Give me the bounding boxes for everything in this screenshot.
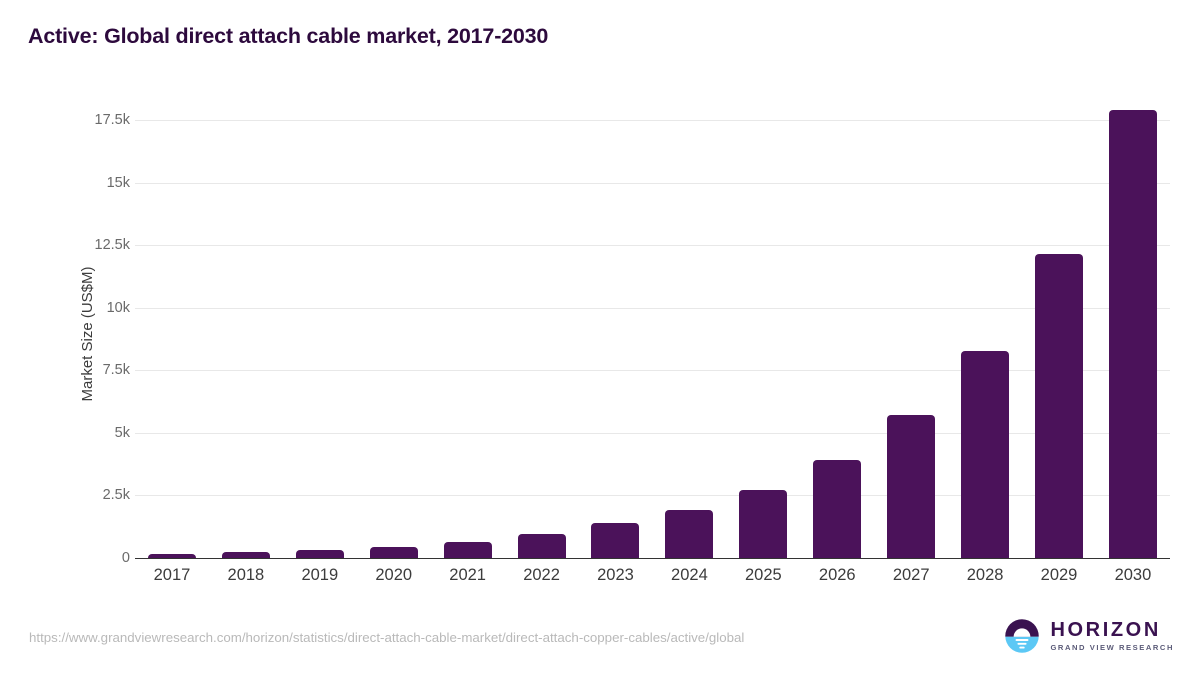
bar[interactable] (369, 546, 418, 558)
y-axis-tick-label: 10k (106, 299, 130, 316)
bar[interactable] (739, 490, 788, 558)
x-axis-tick-label: 2020 (375, 566, 413, 584)
bar-slot (948, 110, 1022, 558)
x-axis-tick-label: 2028 (966, 566, 1004, 584)
y-axis-title: Market Size (US$M) (79, 266, 97, 402)
x-axis-tick-label: 2024 (671, 566, 708, 584)
bar[interactable] (443, 541, 492, 558)
gridline (135, 245, 1170, 247)
bar[interactable] (887, 415, 936, 558)
x-axis-tick-label: 2019 (301, 566, 339, 584)
plot-area (135, 110, 1170, 559)
bar[interactable] (961, 351, 1010, 558)
bar[interactable] (813, 459, 862, 558)
x-axis-tick-label: 2030 (1114, 566, 1152, 584)
bar-slot (431, 110, 505, 558)
bar-slot (800, 110, 874, 558)
x-axis-tick-label: 2017 (153, 566, 191, 584)
x-axis-tick-label: 2018 (227, 566, 265, 584)
x-axis-tick-label: 2022 (523, 566, 560, 584)
bar-slot (209, 110, 283, 558)
page-title: Active: Global direct attach cable marke… (28, 24, 549, 48)
bar[interactable] (1108, 110, 1157, 558)
y-axis-tick-label: 12.5k (94, 237, 130, 254)
bar-slot (1022, 110, 1096, 558)
bar-slot (726, 110, 800, 558)
bar[interactable] (591, 523, 640, 558)
source-url[interactable]: https://www.grandviewresearch.com/horizo… (29, 630, 745, 645)
bar-slot (1096, 110, 1170, 558)
x-axis-tick-label: 2026 (818, 566, 856, 584)
y-axis-title-holder: Market Size (US$M) (22, 110, 96, 558)
gridline (135, 307, 1170, 309)
x-axis-tick-labels: 2017 2018 2019 2020 2021 2022 2023 2024 2025 2026… (135, 566, 1170, 585)
x-axis-tick-label: 2021 (449, 566, 486, 584)
x-axis-tick-label: 2023 (597, 566, 634, 584)
bar-slot (505, 110, 579, 558)
bar[interactable] (221, 551, 270, 558)
bar-slot (283, 110, 357, 558)
bar-slot (135, 110, 209, 558)
bar[interactable] (665, 509, 714, 558)
bar-slot (652, 110, 726, 558)
x-axis-tick-label: 2025 (744, 566, 782, 584)
bar-slot (874, 110, 948, 558)
bar[interactable] (517, 533, 566, 558)
bar[interactable] (147, 553, 196, 558)
gridline (135, 120, 1170, 121)
x-axis-tick-label: 2027 (892, 566, 930, 584)
y-axis-tick-label: 7.5k (102, 362, 130, 379)
gridline (135, 182, 1170, 184)
y-axis-tick-label: 5k (114, 424, 130, 441)
x-axis-line (135, 557, 1170, 559)
gridline (135, 370, 1170, 372)
logo-subtitle: GRAND VIEW RESEARCH (1050, 643, 1174, 653)
y-axis-tick-label: 17.5k (94, 112, 130, 128)
bar-slot (357, 110, 431, 558)
y-axis-tick-label: 15k (106, 174, 130, 191)
bar-slot (579, 110, 653, 558)
gridline (135, 495, 1170, 497)
gridline (135, 432, 1170, 434)
logo: HORIZON GRAND VIEW RESEARCH (1003, 617, 1174, 655)
bar[interactable] (1035, 253, 1084, 558)
logo-wordmark: HORIZON (1050, 619, 1161, 642)
y-axis-tick-label: 2.5k (102, 487, 130, 504)
y-axis-tick-label: 0 (121, 550, 130, 566)
x-axis-tick-label: 2029 (1040, 566, 1078, 584)
horizon-sun-logo-icon (1005, 619, 1040, 653)
logo-text: HORIZON GRAND VIEW RESEARCH (1050, 620, 1174, 652)
bar[interactable] (295, 549, 344, 558)
bar-series (135, 110, 1170, 558)
